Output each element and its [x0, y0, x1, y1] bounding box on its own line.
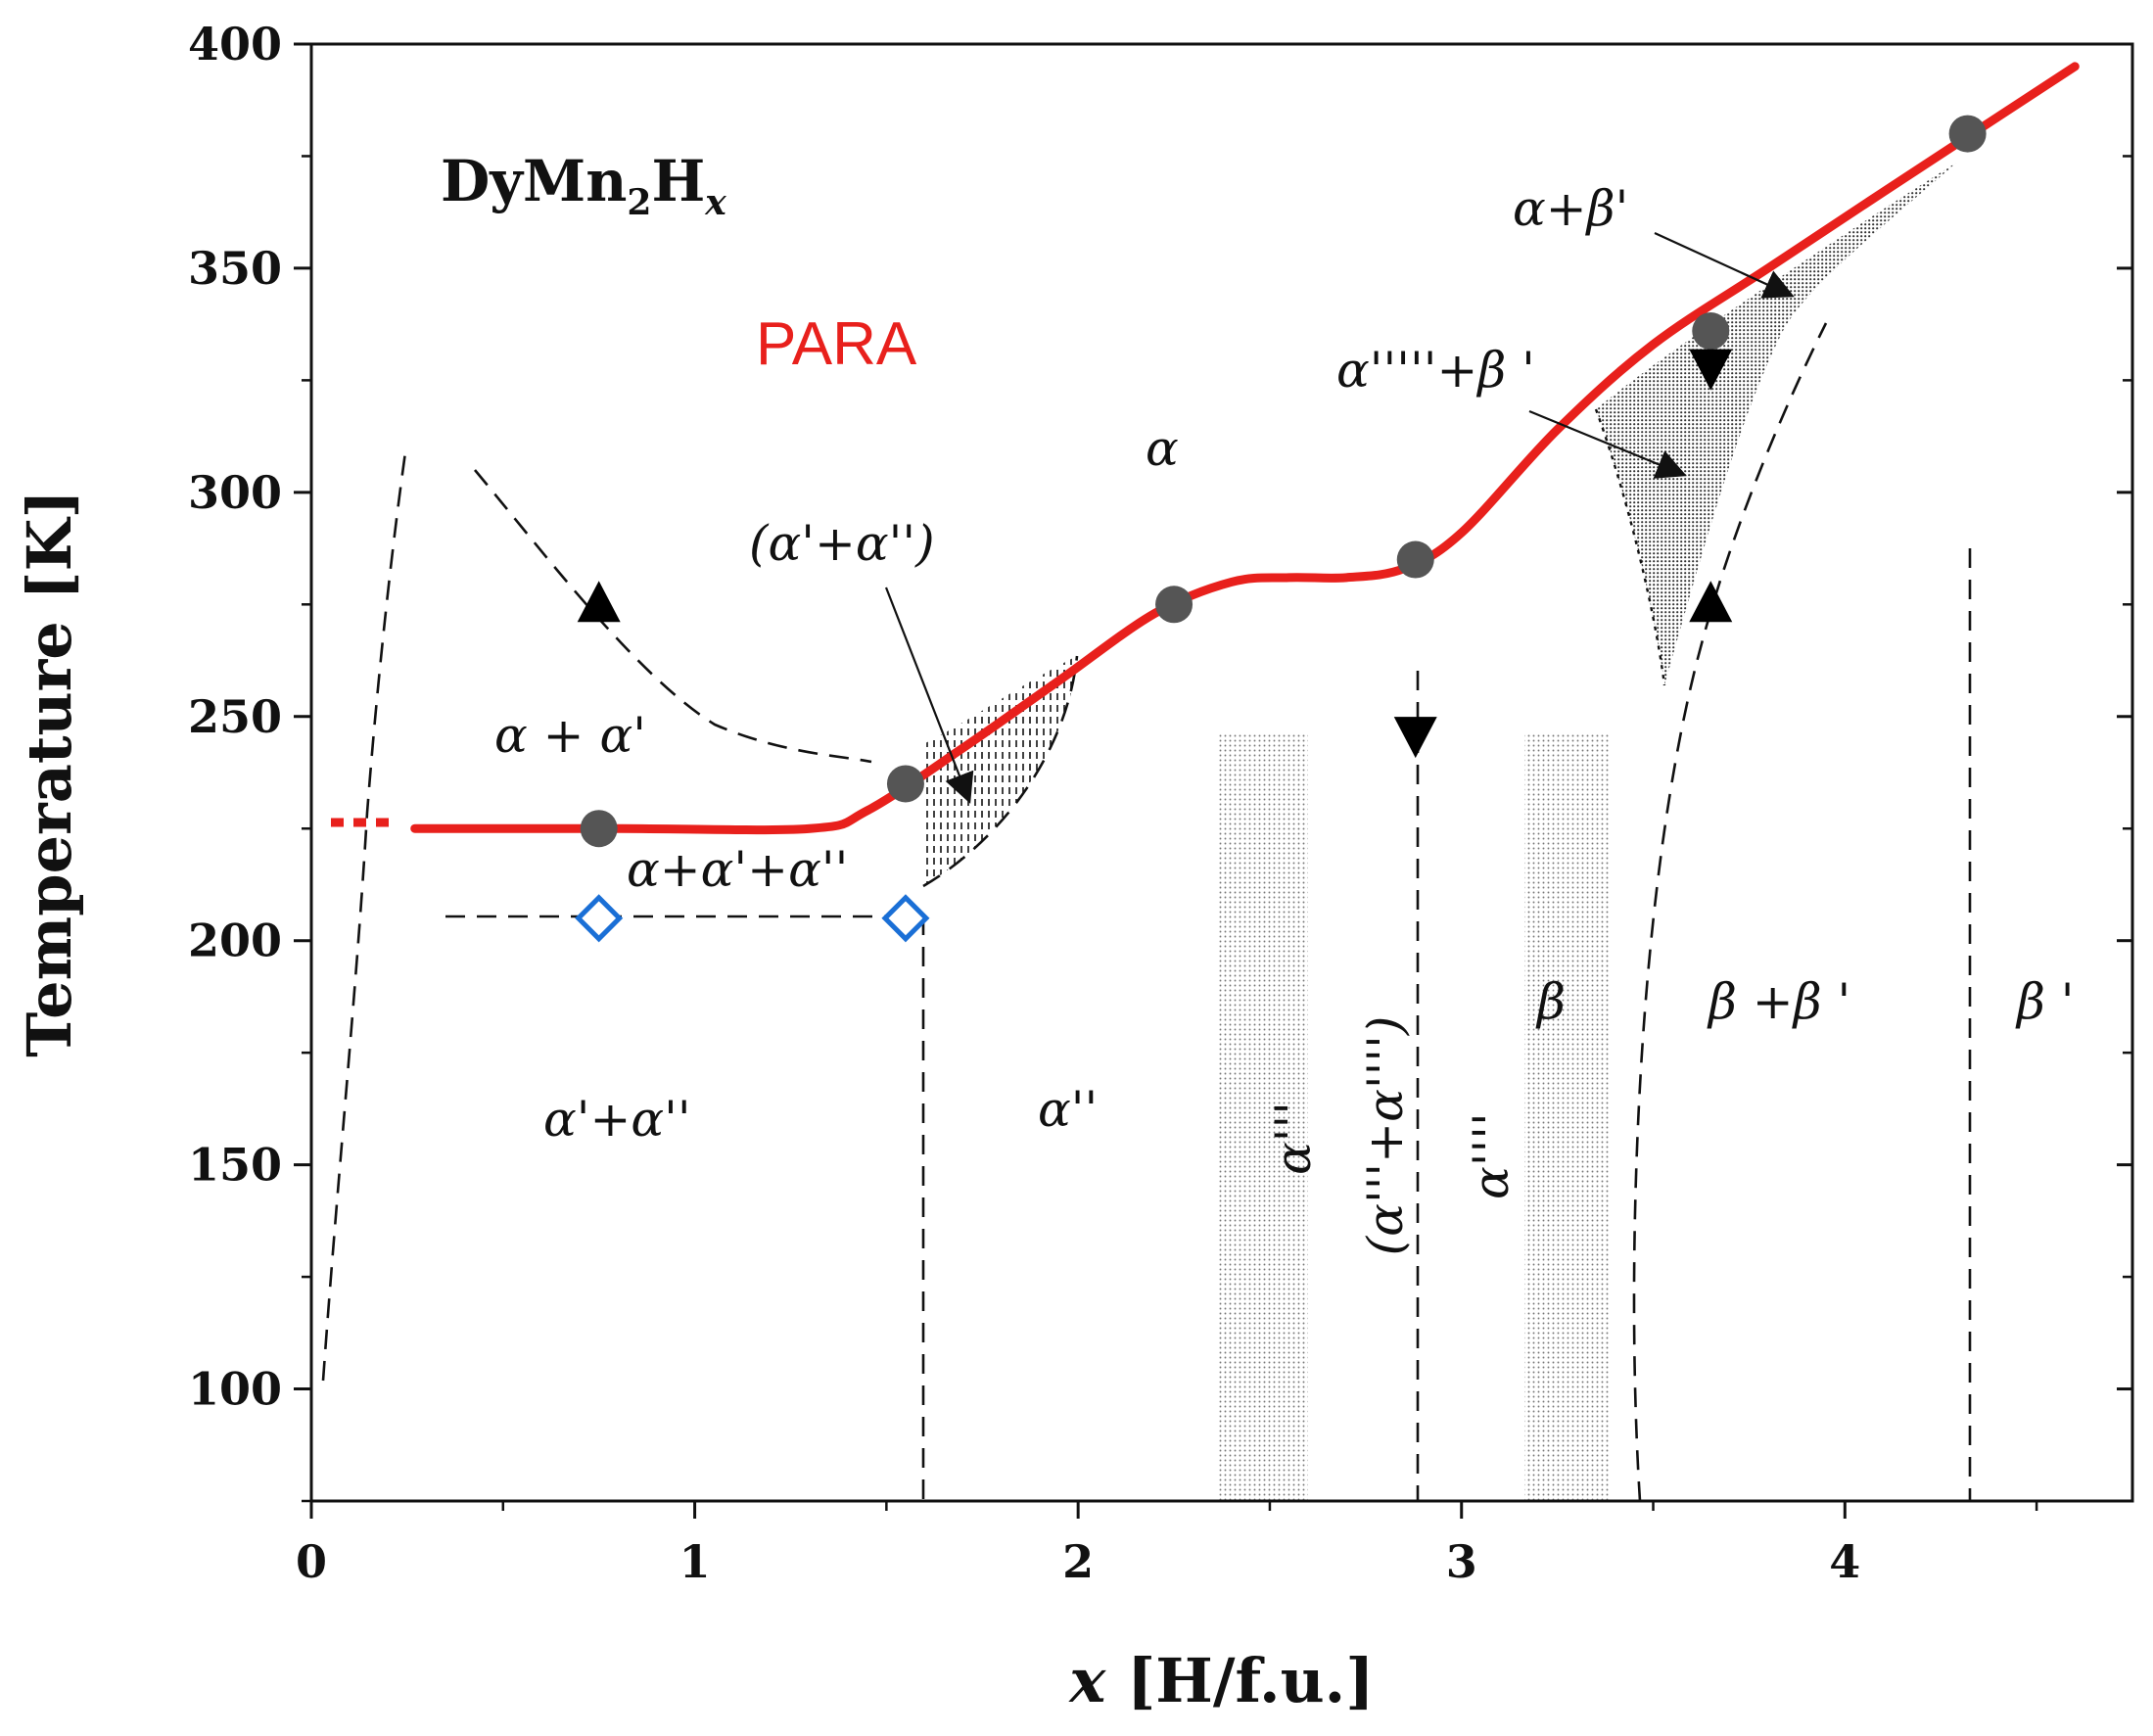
label-alpha-plus-alpha-prime: α + α'	[494, 707, 646, 764]
triangle-down-point	[1393, 717, 1437, 759]
y-tick-label: 400	[188, 18, 282, 70]
arrow-alpha-prime-pair	[884, 586, 974, 804]
label-alpha-dprime: α''	[1038, 1081, 1098, 1138]
triangle-up-markers	[577, 581, 1733, 623]
y-tick-label: 200	[188, 915, 282, 967]
boundary-alpha-alphaprime-curve	[474, 469, 872, 764]
label-alpha-prime-alpha-dprime: α'+α''	[543, 1091, 691, 1148]
compound-sub2: x	[704, 182, 726, 223]
label-alpha-tprime: α'''	[1265, 1102, 1322, 1175]
x-axis-ticks: 0 1 2 3 4	[296, 1501, 2038, 1588]
y-tick-label: 350	[188, 242, 282, 295]
label-beta-beta-prime: β +β '	[1707, 973, 1850, 1030]
triangle-down-point	[1689, 349, 1733, 391]
label-alpha-qprime: α''''	[1463, 1112, 1520, 1199]
label-para: PARA	[756, 310, 917, 378]
circle-point	[1948, 115, 1987, 153]
arrow-alpha5-beta-prime	[1528, 409, 1687, 479]
beta-dotted-band	[1524, 732, 1609, 1501]
label-alpha: α	[1146, 420, 1179, 477]
x-tick-label: 1	[679, 1535, 711, 1588]
alpha-beta-prime-dotted-region	[1596, 162, 1958, 685]
y-tick-label: 300	[188, 466, 282, 519]
diamond-markers	[575, 894, 930, 943]
transition-curve	[410, 62, 2080, 835]
label-alpha5-beta-prime: α'''''+β '	[1336, 342, 1535, 399]
diamond-point	[881, 894, 930, 943]
circle-point	[1155, 586, 1194, 624]
boundary-left-curve	[321, 445, 408, 1382]
compound-mid: H	[651, 148, 705, 214]
boundary-hatch-bottom	[922, 655, 1079, 888]
label-beta-prime: β '	[2015, 973, 2075, 1030]
label-beta: β	[1535, 973, 1566, 1030]
y-tick-label: 150	[188, 1139, 282, 1192]
compound-label: DyMn2Hx	[441, 148, 726, 223]
y-tick-label: 100	[188, 1363, 282, 1416]
alpha-prime-region-hatch	[923, 656, 1077, 886]
y-tick-label: 250	[188, 690, 282, 743]
phase-boundaries	[321, 322, 1972, 1502]
triangle-down-markers	[1393, 349, 1733, 759]
label-alpha-triple: α+α'+α''	[627, 841, 848, 898]
circle-point	[1692, 312, 1730, 351]
compound-base: DyMn	[441, 148, 627, 214]
diamond-point	[575, 894, 624, 943]
circle-point	[580, 810, 618, 848]
y-axis-title: Temperature [K]	[14, 490, 85, 1057]
plot-frame	[309, 42, 2134, 1503]
label-alpha-tprime-qprime: (α'''+α'''')	[1357, 1016, 1414, 1256]
annotation-arrows	[884, 231, 1795, 804]
x-tick-label: 3	[1446, 1535, 1477, 1588]
circle-point	[1396, 540, 1434, 579]
x-tick-label: 0	[296, 1535, 327, 1588]
label-alpha-prime-pair: (α'+α'')	[749, 515, 935, 572]
label-alpha-beta-prime: α+β'	[1513, 180, 1628, 237]
triangle-up-point	[1689, 581, 1733, 623]
x-tick-label: 2	[1062, 1535, 1094, 1588]
y-axis-ticks: 100 150 200 250 300 350 400	[188, 18, 2132, 1503]
x-tick-label: 4	[1829, 1535, 1860, 1588]
circle-markers	[580, 115, 1987, 848]
compound-sub1: 2	[627, 182, 651, 223]
x-axis-variable: x	[1067, 1645, 1106, 1716]
x-axis-unit: [H/f.u.]	[1105, 1645, 1374, 1716]
circle-point	[886, 765, 924, 803]
triangle-up-point	[577, 581, 621, 623]
arrow-alpha-beta-prime	[1654, 231, 1795, 299]
boundary-x3.45-curve	[1632, 322, 1828, 1502]
alpha-triple-prime-dotted-band	[1218, 732, 1308, 1501]
x-axis-title: x [H/f.u.]	[1067, 1645, 1374, 1716]
